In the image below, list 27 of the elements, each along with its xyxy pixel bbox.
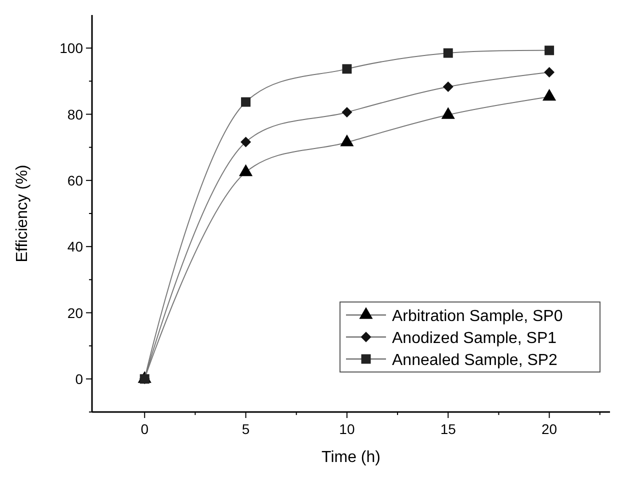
y-tick-label: 20: [67, 304, 84, 321]
x-tick-label: 15: [440, 421, 456, 437]
point: [443, 48, 453, 58]
point: [342, 107, 352, 118]
legend-label: Annealed Sample, SP2: [392, 352, 558, 369]
y-tick-label: 0: [75, 370, 84, 387]
x-tick-label: 20: [542, 421, 558, 437]
y-tick-label: 100: [60, 40, 84, 56]
point: [240, 136, 252, 148]
y-tick-label: 40: [67, 238, 84, 255]
point: [544, 46, 554, 56]
point: [238, 164, 253, 176]
legend-label: Anodized Sample, SP1: [392, 330, 557, 347]
point: [241, 97, 251, 107]
y-axis-title: Efficiency (%): [14, 164, 31, 262]
y-tick-label: 80: [67, 106, 84, 122]
x-tick-label: 5: [242, 421, 250, 437]
point: [342, 64, 352, 74]
x-tick-label: 0: [140, 421, 149, 437]
x-axis-title: Time (h): [322, 449, 380, 466]
legend-label: Arbitration Sample, SP0: [392, 308, 563, 325]
point: [442, 82, 454, 92]
point: [544, 66, 555, 78]
point: [340, 134, 354, 146]
point: [441, 107, 455, 119]
x-tick-label: 10: [339, 421, 355, 437]
y-tick-label: 60: [67, 172, 84, 188]
